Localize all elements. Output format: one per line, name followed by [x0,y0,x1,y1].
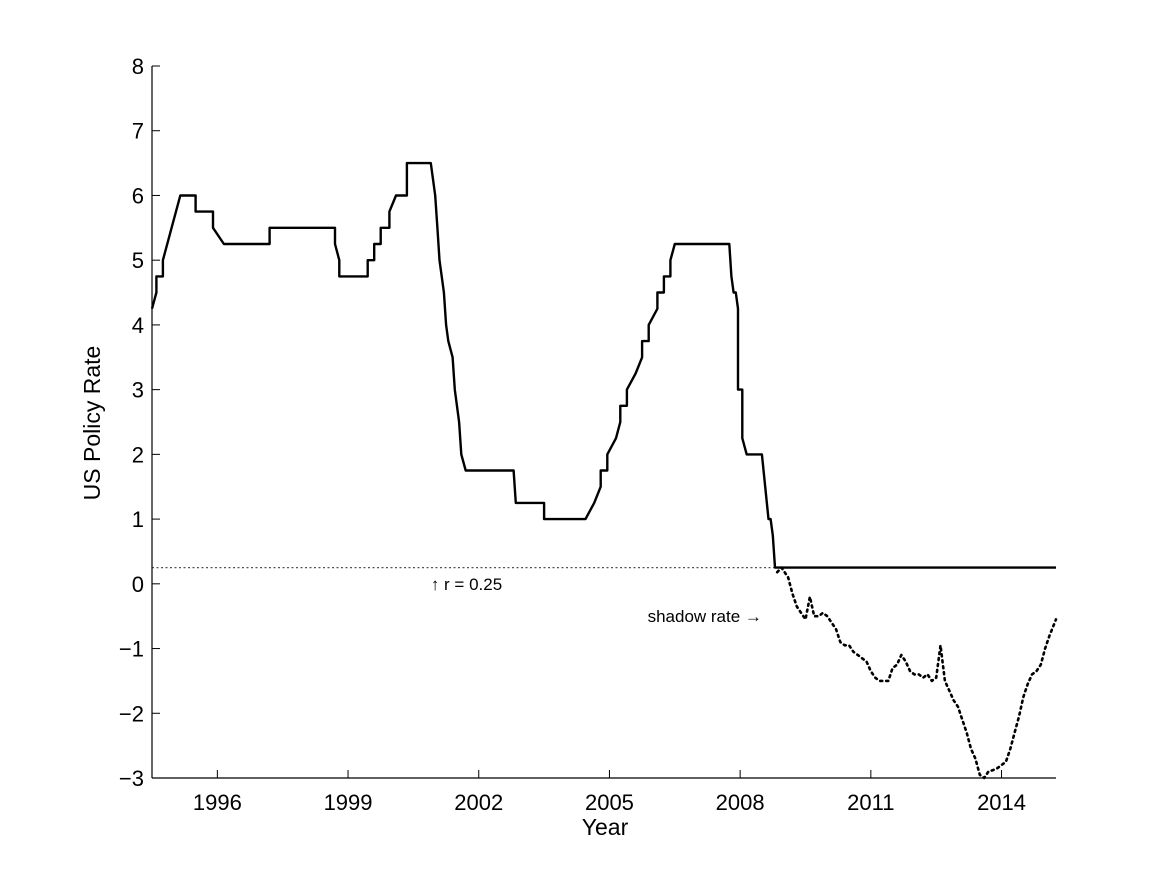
r-threshold-annotation: ↑ r = 0.25 [431,575,502,594]
y-tick-label: −3 [119,766,144,791]
y-tick-label: −1 [119,637,144,662]
x-tick-label: 2008 [716,790,765,815]
y-tick-label: 0 [132,572,144,597]
y-tick-label: 2 [132,442,144,467]
y-tick-label: 7 [132,119,144,144]
y-tick-label: 3 [132,378,144,403]
y-axis-label: US Policy Rate [79,346,105,501]
annotations: ↑ r = 0.25 shadow rate → [431,575,762,626]
y-tick-label: 5 [132,248,144,273]
x-tick-label: 2014 [977,790,1026,815]
x-tick-label: 2011 [847,790,894,815]
axis-ticks: 1996 1999 2002 2005 2008 2011 2014 8 7 6 5 4 3 2 1 0 −1 −… [119,54,1026,815]
plot-frame [151,66,1056,779]
plot-lines [150,161,1058,780]
x-tick-label: 2002 [454,790,503,815]
y-tick-label: 6 [132,183,144,208]
x-tick-label: 1999 [324,790,373,815]
x-axis-label: Year [582,814,629,840]
x-tick-label: 1996 [193,790,242,815]
shadow-rate-series-line [775,566,1058,780]
y-tick-label: 4 [132,313,144,338]
y-tick-label: 8 [132,54,144,79]
x-tick-label: 2005 [585,790,634,815]
y-tick-label: −2 [119,701,144,726]
y-tick-label: 1 [132,507,144,532]
policy-rate-series-line [150,161,1056,569]
shadow-rate-annotation: shadow rate → [648,607,762,626]
